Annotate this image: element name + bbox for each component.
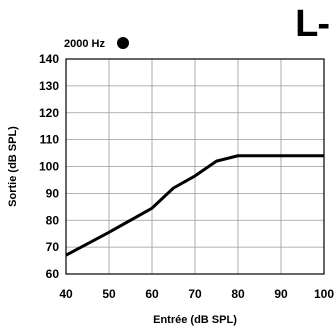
- legend-marker-icon: [117, 37, 129, 49]
- grid: [65, 58, 325, 275]
- x-tick-label: 90: [274, 287, 288, 301]
- y-tick-label: 90: [46, 186, 60, 200]
- x-tick-label: 70: [188, 287, 202, 301]
- corner-label: L-: [295, 3, 330, 45]
- series-layer: [65, 154, 324, 257]
- x-tick-label: 60: [145, 287, 159, 301]
- y-axis-title: Sortie (dB SPL): [7, 126, 19, 207]
- y-tick-label: 120: [39, 106, 59, 120]
- series-line: [65, 154, 324, 257]
- x-axis-title: Entrée (dB SPL): [153, 314, 237, 326]
- y-tick-label: 80: [46, 213, 60, 227]
- y-tick-label: 70: [46, 240, 60, 254]
- x-tick-label: 40: [59, 287, 73, 301]
- y-tick-label: 100: [39, 160, 59, 174]
- y-tick-labels: 60 70 80 90 100 110 120 130 140: [39, 52, 59, 281]
- legend: 2000 Hz: [64, 37, 129, 50]
- x-tick-label: 50: [102, 287, 116, 301]
- y-tick-label: 140: [39, 52, 59, 66]
- legend-label: 2000 Hz: [64, 38, 105, 50]
- x-tick-labels: 40 50 60 70 80 90 100: [59, 287, 334, 301]
- y-tick-label: 110: [40, 133, 60, 147]
- plot-frame: [65, 58, 325, 275]
- y-tick-label: 130: [39, 79, 59, 93]
- y-tick-label: 60: [46, 267, 60, 281]
- x-tick-label: 100: [314, 287, 334, 301]
- x-tick-label: 80: [231, 287, 245, 301]
